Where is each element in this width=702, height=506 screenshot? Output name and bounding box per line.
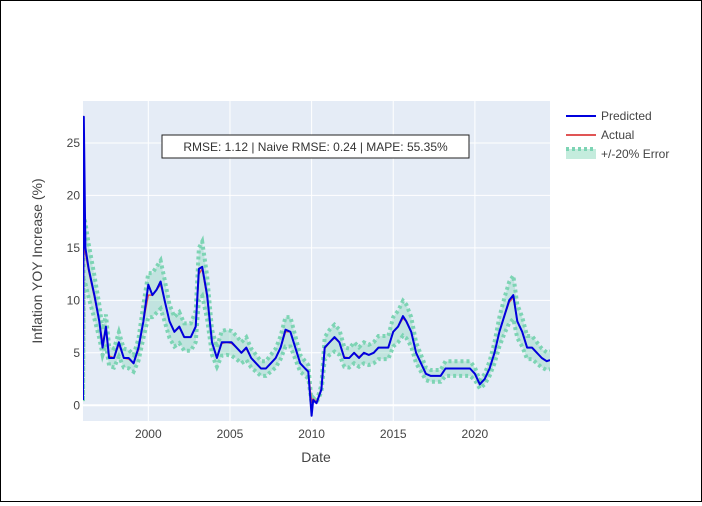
x-tick-labels: 2000 2005 2010 2015 2020 [135, 427, 489, 441]
predicted-line [83, 115, 550, 417]
y-tick-labels: 0 5 10 15 20 25 [67, 136, 81, 412]
y-tick-label: 0 [73, 398, 80, 412]
y-tick-label: 5 [73, 346, 80, 360]
annotation-text: RMSE: 1.12 | Naive RMSE: 0.24 | MAPE: 55… [183, 140, 448, 154]
x-axis-label: Date [301, 449, 331, 465]
series-layer [83, 115, 550, 417]
y-axis-label: Inflation YOY Increase (%) [29, 178, 45, 343]
y-tick-label: 25 [67, 136, 81, 150]
legend-label-error-band: +/-20% Error [601, 147, 669, 161]
legend-swatch-error-band [566, 149, 596, 159]
legend-label-predicted: Predicted [601, 109, 652, 123]
x-tick-label: 2010 [298, 427, 325, 441]
x-tick-label: 2020 [462, 427, 489, 441]
x-tick-label: 2000 [135, 427, 162, 441]
annotation-box: RMSE: 1.12 | Naive RMSE: 0.24 | MAPE: 55… [161, 134, 470, 159]
y-tick-label: 15 [67, 241, 81, 255]
y-tick-label: 10 [67, 293, 81, 307]
legend-item-actual[interactable]: Actual [566, 128, 634, 142]
error-band-lower [83, 278, 550, 409]
x-tick-label: 2015 [380, 427, 407, 441]
x-tick-label: 2005 [217, 427, 244, 441]
legend-item-error-band[interactable]: +/-20% Error [566, 147, 669, 161]
y-tick-label: 20 [67, 188, 81, 202]
legend-item-predicted[interactable]: Predicted [566, 109, 652, 123]
legend[interactable]: Predicted Actual +/-20% Error [566, 109, 669, 161]
legend-label-actual: Actual [601, 128, 634, 142]
